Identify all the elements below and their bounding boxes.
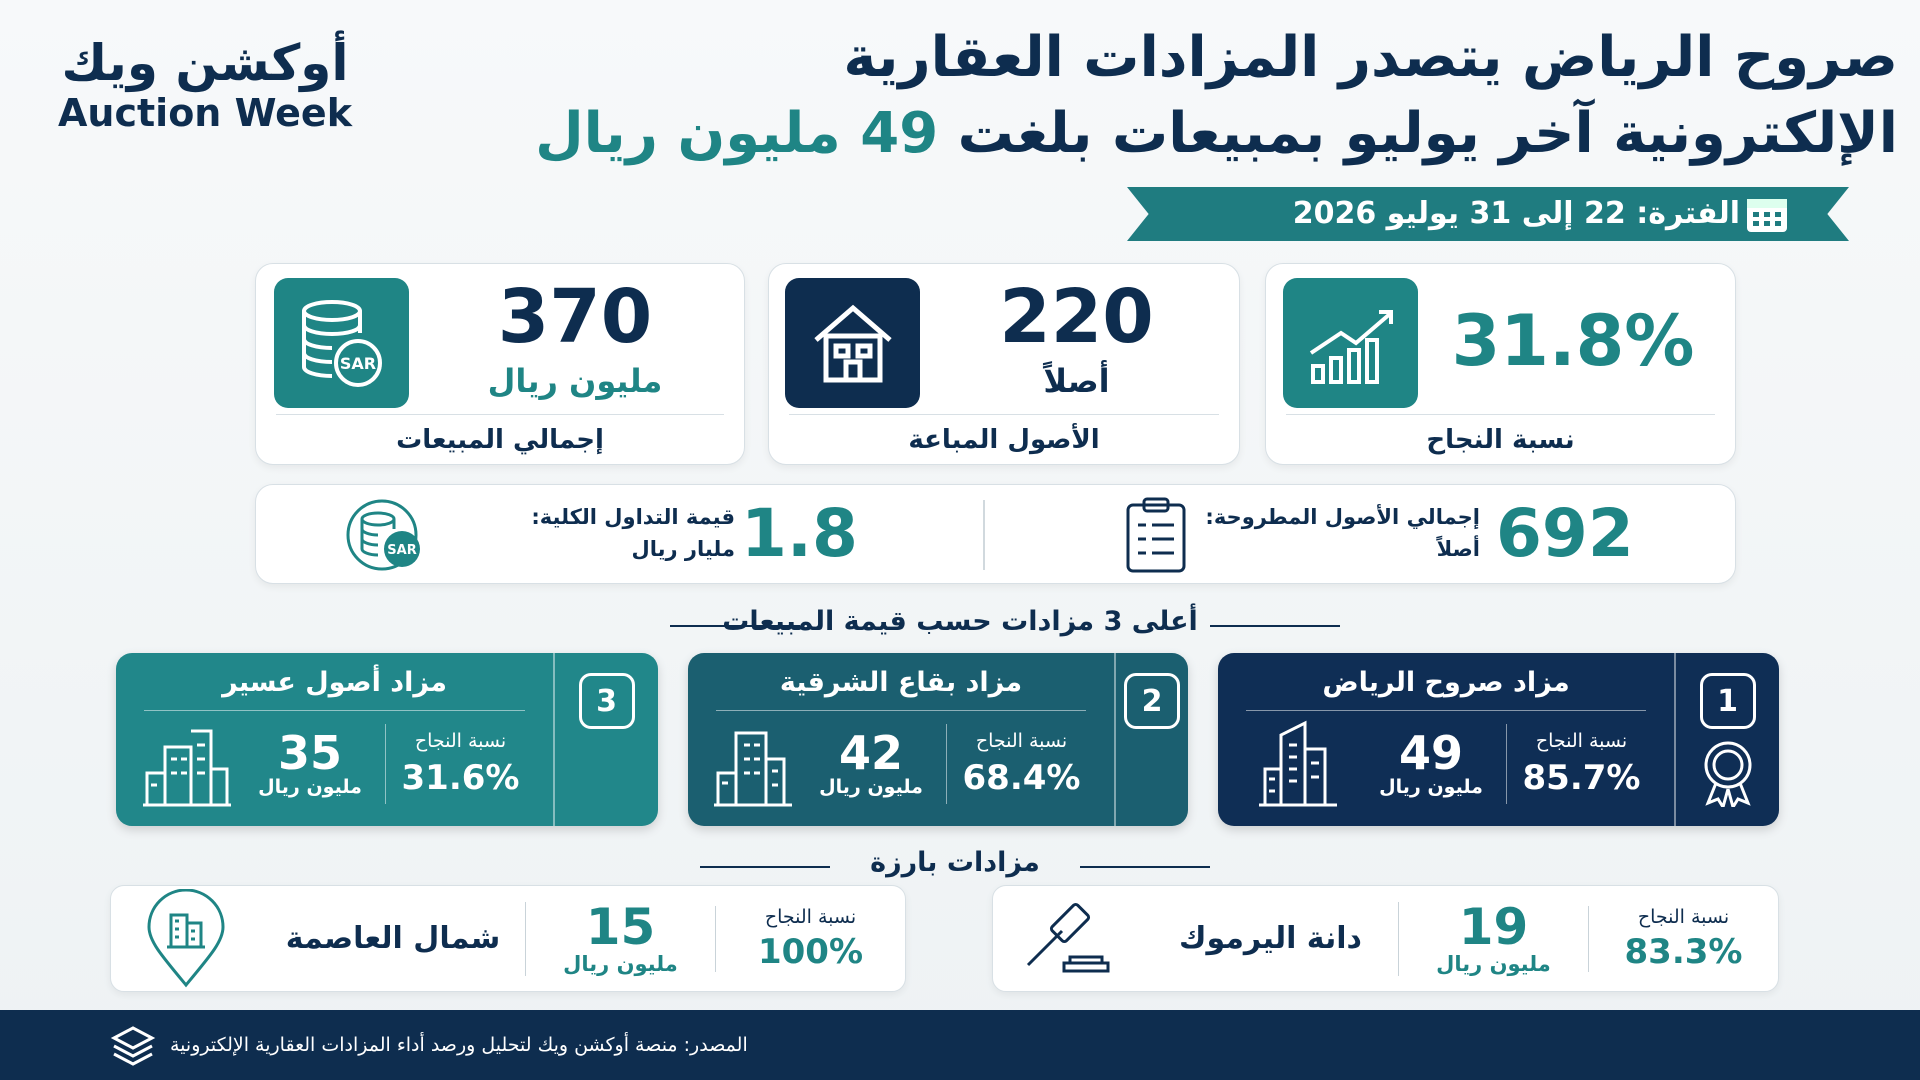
top-auction-card: 1 مزاد صروح الرياض نسبة النجاح 85.7% 49 مل… [1218, 653, 1779, 826]
kpi-icon: SAR [274, 278, 409, 408]
top-auction-card: 2 مزاد بقاع الشرقية نسبة النجاح 68.4% 42 م… [688, 653, 1188, 826]
sales-unit: مليون ريال [1436, 951, 1551, 976]
kpi-card: SAR 370 مليون ريال إجمالي المبيعات [255, 263, 745, 465]
success-label: نسبة النجاح [764, 905, 857, 928]
sales-unit: مليون ريال [563, 951, 678, 976]
rank: 1 [1674, 653, 1779, 826]
kpi-label: إجمالي المبيعات [276, 414, 724, 455]
kpi-card: 220 أصلاً الأصول المباعة [768, 263, 1240, 465]
secondary-value: 692 [1496, 495, 1634, 572]
success-value: 31.6% [401, 757, 520, 798]
footer-source: المصدر: منصة أوكشن ويك لتحليل ورصد أداء … [170, 1034, 748, 1056]
title-line2: الإلكترونية آخر يوليو بمبيعات بلغت 49 مل… [448, 96, 1898, 172]
icon-text: SAR [387, 543, 416, 558]
logo-latin: Auction Week [58, 91, 352, 135]
calendar-icon [1747, 199, 1787, 232]
secondary-value: 1.8 [741, 495, 858, 572]
sales-unit: مليون ريال [258, 775, 362, 798]
card-body: مزاد أصول عسير نسبة النجاح 31.6% 35 مليون … [116, 653, 553, 826]
kpi-label: الأصول المباعة [789, 414, 1219, 455]
rank-badge: 3 [578, 673, 635, 729]
divider [983, 500, 985, 570]
secondary-label: قيمة التداول الكلية: [531, 505, 735, 529]
sales-value: 19 [1458, 897, 1529, 956]
period-banner [1127, 187, 1849, 241]
title-highlight: 49 مليون ريال [535, 101, 939, 166]
logo: أوكشن ويك Auction Week [55, 34, 355, 136]
clipboard-icon [1126, 497, 1186, 573]
award-icon [1704, 741, 1751, 807]
success-label: نسبة النجاح [1637, 905, 1730, 928]
kpi-label: نسبة النجاح [1286, 414, 1715, 455]
sales-unit: مليون ريال [1379, 775, 1483, 798]
success-value: 85.7% [1522, 757, 1641, 798]
success-label: نسبة النجاح [975, 729, 1068, 752]
building-icon [142, 729, 231, 806]
card-body: مزاد صروح الرياض نسبة النجاح 85.7% 49 مليو… [1218, 653, 1674, 826]
title-line2-text: الإلكترونية آخر يوليو بمبيعات بلغت [957, 101, 1898, 166]
heading-line [1080, 866, 1210, 868]
notable-card: نسبة النجاح 83.3% 19 مليون ريال دانة اليرم… [992, 885, 1779, 992]
building-icon [714, 731, 792, 806]
title: صروح الرياض يتصدر المزادات العقارية الإل… [448, 20, 1898, 172]
rank: 2 [1114, 653, 1188, 826]
coins-icon: SAR [346, 499, 420, 571]
secondary-card: 692 إجمالي الأصول المطروحة: أصلاً 1.8 قي… [255, 484, 1736, 584]
sales-value: 35 [277, 725, 342, 780]
sales-value: 42 [838, 725, 903, 780]
auction-name: دانة اليرموك [1179, 921, 1362, 956]
auction-name: مزاد بقاع الشرقية [716, 667, 1086, 711]
gavel-icon [1026, 902, 1110, 972]
kpi-icon [1283, 278, 1418, 408]
top-auction-card: 3 مزاد أصول عسير نسبة النجاح 31.6% 35 مليو… [116, 653, 658, 826]
logo-arabic: أوكشن ويك [61, 34, 349, 92]
house-icon [813, 304, 892, 383]
heading-line [1210, 625, 1340, 627]
kpi-card: 31.8% نسبة النجاح [1265, 263, 1736, 465]
rank-badge: 1 [1699, 673, 1756, 729]
rank: 3 [553, 653, 658, 826]
auction-name: شمال العاصمة [285, 921, 501, 956]
kpi-unit: مليون ريال [487, 362, 663, 400]
building-icon [1259, 720, 1337, 806]
auction-name: مزاد صروح الرياض [1246, 667, 1646, 711]
section-title: أعلى 3 مزادات حسب قيمة المبيعات [722, 606, 1198, 637]
sales-value: 49 [1398, 725, 1463, 780]
period: الفترة: 22 إلى 31 يوليو 2026 [1292, 196, 1740, 231]
success-value: 83.3% [1624, 931, 1743, 972]
footer-bar [0, 1010, 1920, 1080]
kpi-value: 31.8% [1451, 300, 1695, 382]
heading-line [700, 866, 830, 868]
heading-line [670, 625, 800, 627]
growth-icon [1309, 310, 1393, 384]
card-body: مزاد بقاع الشرقية نسبة النجاح 68.4% 42 ملي… [688, 653, 1114, 826]
sales-value: 15 [585, 897, 656, 956]
layers-icon [110, 1026, 156, 1066]
location-icon [147, 888, 225, 987]
rank-badge: 2 [1124, 673, 1180, 729]
notable-card: نسبة النجاح 100% 15 مليون ريال شمال العاصم… [110, 885, 906, 992]
kpi-value: 220 [999, 274, 1154, 360]
success-label: نسبة النجاح [414, 729, 507, 752]
secondary-unit: أصلاً [1436, 537, 1480, 561]
icon-text: SAR [339, 354, 375, 373]
kpi-icon [785, 278, 920, 408]
sales-unit: مليون ريال [819, 775, 923, 798]
secondary-unit: مليار ريال [631, 537, 735, 561]
title-line1: صروح الرياض يتصدر المزادات العقارية [843, 25, 1898, 90]
secondary-label: إجمالي الأصول المطروحة: [1205, 505, 1480, 529]
success-value: 100% [757, 931, 864, 972]
section-title: مزادات بارزة [870, 847, 1040, 878]
coins-icon: SAR [301, 300, 382, 387]
auction-name: مزاد أصول عسير [144, 667, 525, 711]
success-value: 68.4% [962, 757, 1081, 798]
kpi-value: 370 [497, 274, 653, 360]
kpi-unit: أصلاً [1043, 362, 1110, 400]
success-label: نسبة النجاح [1535, 729, 1628, 752]
